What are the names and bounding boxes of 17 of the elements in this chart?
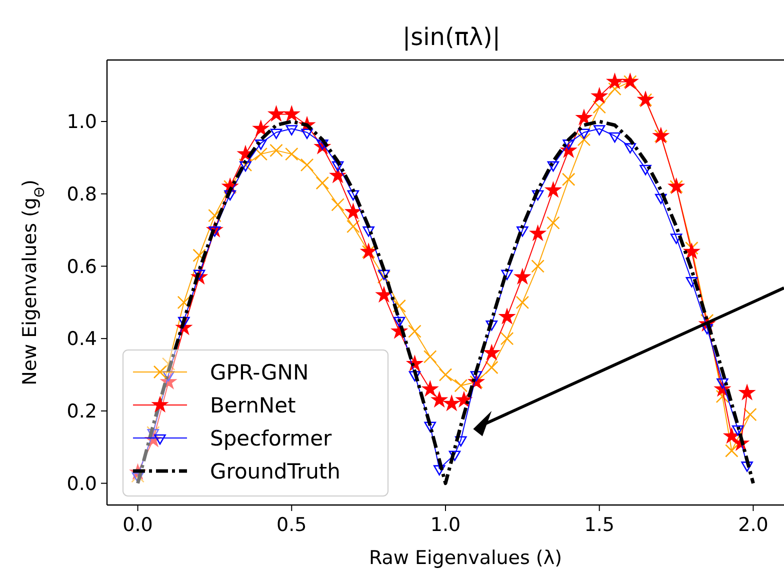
y-tick-label: 1.0 bbox=[66, 111, 97, 134]
y-tick-label: 0.0 bbox=[66, 472, 97, 495]
x-tick-label: 2.0 bbox=[738, 514, 768, 536]
legend-label: BernNet bbox=[210, 393, 296, 418]
x-axis-title: Raw Eigenvalues (λ) bbox=[369, 547, 562, 569]
x-tick-label: 0.5 bbox=[276, 514, 307, 536]
legend-label: Specformer bbox=[210, 426, 332, 450]
y-tick-label: 0.2 bbox=[66, 400, 97, 423]
y-tick-label: 0.8 bbox=[66, 184, 97, 206]
x-tick-label: 1.0 bbox=[430, 514, 461, 536]
y-tick-label: 0.4 bbox=[66, 328, 97, 350]
legend-label: GroundTruth bbox=[210, 459, 340, 484]
x-tick-label: 0.0 bbox=[122, 514, 153, 536]
y-tick-label: 0.6 bbox=[66, 256, 97, 278]
chart-title: |sin(πλ)| bbox=[402, 23, 500, 51]
x-tick-label: 1.5 bbox=[584, 514, 614, 536]
legend-label: GPR-GNN bbox=[210, 360, 309, 384]
